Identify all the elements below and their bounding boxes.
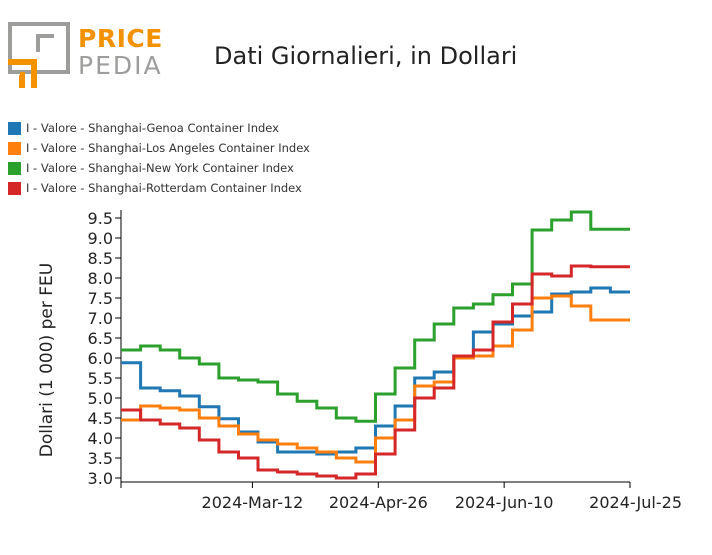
y-tick-label: 4.0	[88, 429, 113, 448]
series-line	[121, 210, 630, 423]
x-tick-label: 2024-Jun-10	[455, 493, 554, 512]
legend-swatch	[8, 161, 21, 175]
pricepedia-logo	[8, 22, 168, 92]
logo-text-pedia: PEDIA	[78, 51, 163, 80]
legend-swatch	[8, 181, 21, 195]
logo-mark-icon	[8, 22, 70, 88]
chart-series-lines	[121, 210, 630, 480]
legend-label: I - Valore - Shanghai-Rotterdam Containe…	[26, 181, 302, 195]
series-line	[121, 294, 630, 464]
chart-legend: I - Valore - Shanghai-Genoa Container In…	[8, 118, 310, 198]
legend-label: I - Valore - Shanghai-Genoa Container In…	[26, 121, 279, 135]
y-tick-label: 4.5	[88, 409, 113, 428]
x-tick-label: 2024-Jul-25	[589, 493, 682, 512]
legend-item[interactable]: I - Valore - Shanghai-New York Container…	[8, 158, 310, 178]
y-axis-label: Dollari (1 000) per FEU	[37, 263, 57, 457]
y-tick-label: 7.0	[88, 309, 113, 328]
series-line	[121, 286, 630, 456]
y-tick-label: 9.0	[88, 229, 113, 248]
chart-title: Dati Giornalieri, in Dollari	[214, 42, 518, 70]
y-tick-label: 8.0	[88, 269, 113, 288]
y-tick-label: 6.5	[88, 329, 113, 348]
legend-item[interactable]: I - Valore - Shanghai-Rotterdam Containe…	[8, 178, 310, 198]
legend-label: I - Valore - Shanghai-New York Container…	[26, 161, 294, 175]
legend-swatch	[8, 141, 21, 155]
logo-text-price: PRICE	[78, 24, 163, 53]
legend-item[interactable]: I - Valore - Shanghai-Genoa Container In…	[8, 118, 310, 138]
y-tick-label: 5.0	[88, 389, 113, 408]
legend-label: I - Valore - Shanghai-Los Angeles Contai…	[26, 141, 310, 155]
legend-swatch	[8, 121, 21, 135]
x-tick-label: 2024-Mar-12	[202, 493, 304, 512]
y-tick-label: 3.0	[88, 469, 113, 488]
chart-axes: 3.03.54.04.55.05.56.06.57.07.58.08.59.09…	[88, 209, 682, 512]
y-tick-label: 6.0	[88, 349, 113, 368]
series-line	[121, 264, 630, 480]
y-tick-label: 5.5	[88, 369, 113, 388]
y-tick-label: 9.5	[88, 209, 113, 228]
y-tick-label: 7.5	[88, 289, 113, 308]
x-tick-label: 2024-Apr-26	[329, 493, 428, 512]
y-tick-label: 8.5	[88, 249, 113, 268]
legend-item[interactable]: I - Valore - Shanghai-Los Angeles Contai…	[8, 138, 310, 158]
y-tick-label: 3.5	[88, 449, 113, 468]
